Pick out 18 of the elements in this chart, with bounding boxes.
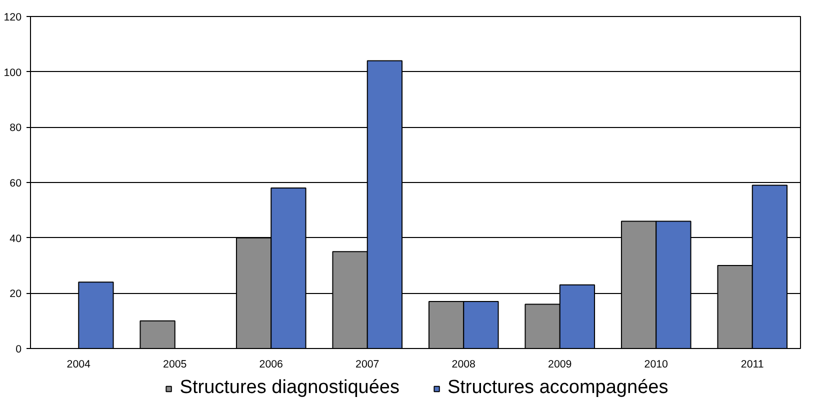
y-tick-label: 20 xyxy=(10,288,22,300)
legend-label: Structures diagnostiquées xyxy=(180,377,400,399)
x-tick-label: 2010 xyxy=(644,358,668,370)
x-tick-label: 2005 xyxy=(163,358,187,370)
y-tick-label: 120 xyxy=(4,12,22,24)
y-tick-label: 100 xyxy=(4,66,22,79)
legend-label: Structures accompagnées xyxy=(447,377,668,399)
x-tick-label: 2007 xyxy=(356,358,380,370)
x-tick-label: 2006 xyxy=(259,358,284,370)
y-tick-label: 60 xyxy=(10,178,22,190)
x-tick-label: 2009 xyxy=(548,358,572,370)
y-tick-label: 0 xyxy=(16,344,22,356)
x-tick-label: 2008 xyxy=(452,358,476,370)
bar xyxy=(140,320,176,348)
x-tick-label: 2011 xyxy=(740,358,764,370)
x-tick-label: 2004 xyxy=(66,358,91,370)
y-tick-label: 40 xyxy=(10,232,22,245)
y-tick-label: 80 xyxy=(10,122,22,134)
